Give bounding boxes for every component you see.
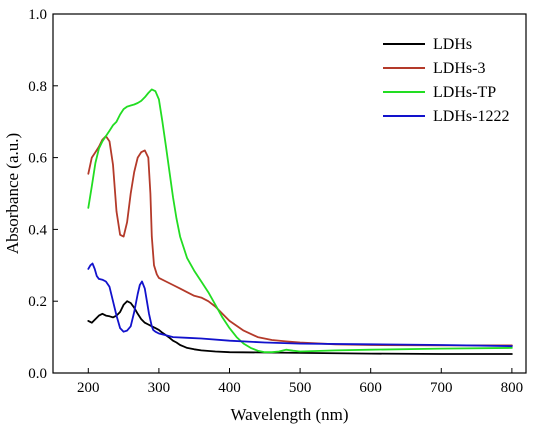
x-tick-label: 800	[501, 380, 524, 396]
legend: LDHs LDHs-3 LDHs-TP LDHs-1222	[383, 36, 509, 125]
series-line-ldhs-1222	[87, 262, 513, 347]
x-tick-label: 300	[148, 380, 171, 396]
legend-label-ldhs-tp: LDHs-TP	[433, 84, 496, 101]
x-tick-label: 400	[218, 380, 241, 396]
x-tick-label: 200	[77, 380, 100, 396]
y-tick-label: 0.2	[28, 294, 47, 310]
series-line-ldhs	[87, 300, 513, 355]
y-axis-label: Absorbance (a.u.)	[3, 133, 22, 254]
series-line-ldhs-tp	[87, 88, 513, 354]
x-axis-label: Wavelength (nm)	[230, 405, 348, 424]
ticks-layer: 200 300 400 500 600 700 800 0.0 0.2 0.4 0.6 0.8 1.0	[28, 7, 523, 396]
x-tick-label: 500	[289, 380, 312, 396]
y-tick-label: 1.0	[28, 7, 47, 23]
legend-label-ldhs: LDHs	[433, 36, 472, 53]
x-tick-label: 600	[359, 380, 382, 396]
legend-label-ldhs-3: LDHs-3	[433, 60, 485, 77]
series-line-ldhs-3	[87, 135, 513, 347]
plot-frame	[52, 13, 527, 374]
y-tick-label: 0.4	[28, 222, 47, 238]
y-tick-label: 0.0	[28, 366, 47, 382]
x-tick-label: 700	[430, 380, 453, 396]
y-tick-label: 0.8	[28, 79, 47, 95]
series-layer	[87, 88, 513, 355]
y-tick-label: 0.6	[28, 151, 47, 167]
legend-label-ldhs-1222: LDHs-1222	[433, 108, 509, 125]
